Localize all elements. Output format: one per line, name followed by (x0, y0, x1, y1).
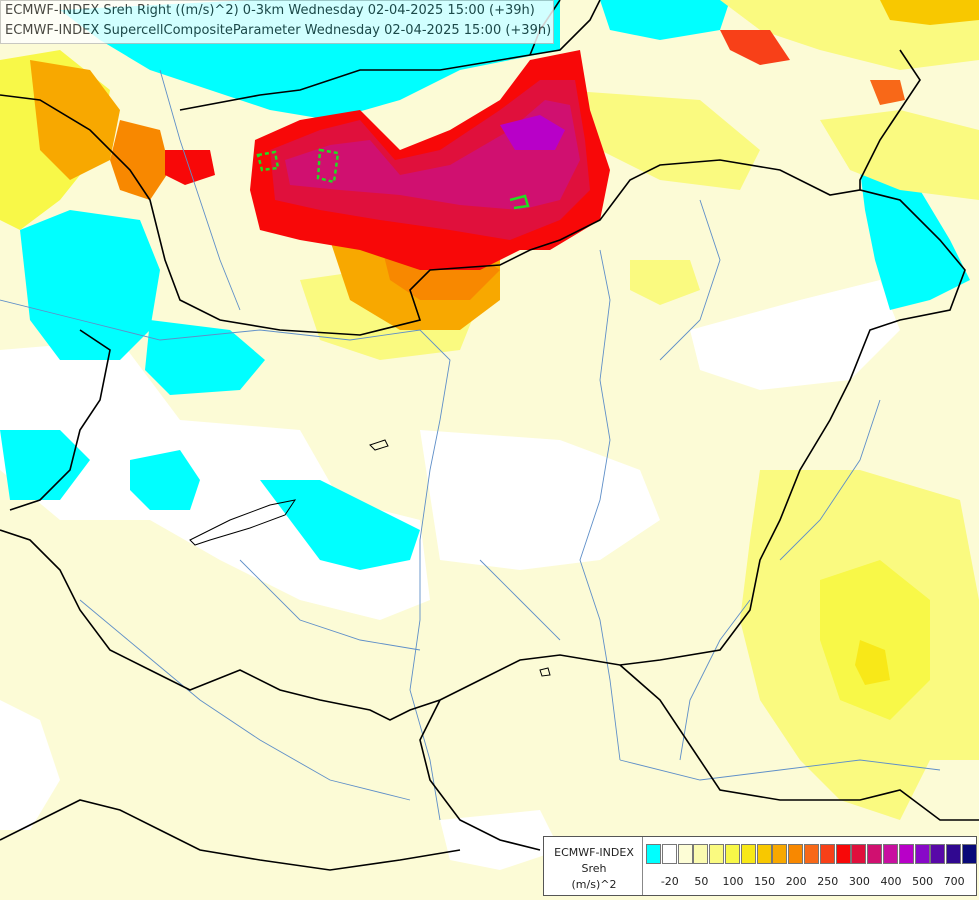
legend-swatch (835, 844, 851, 864)
sreh-field (0, 0, 979, 870)
legend-swatch (772, 844, 788, 864)
legend-tick-label: 500 (912, 875, 934, 888)
legend-tick-label: 250 (817, 875, 839, 888)
legend-swatch (709, 844, 725, 864)
legend-swatch (946, 844, 962, 864)
legend-swatch (819, 844, 835, 864)
map-title-box: ECMWF-INDEX Sreh Right ((m/s)^2) 0-3km W… (0, 0, 554, 44)
legend-tick-label: 150 (754, 875, 776, 888)
legend-tick-label: 300 (848, 875, 870, 888)
country-borders (0, 0, 979, 871)
legend-swatch (756, 844, 772, 864)
legend-swatch (693, 844, 709, 864)
rivers (0, 69, 941, 821)
map-title-line-2: ECMWF-INDEX SupercellCompositeParameter … (5, 23, 552, 38)
map-title-line-1: ECMWF-INDEX Sreh Right ((m/s)^2) 0-3km W… (5, 3, 535, 18)
legend-unit-label: (m/s)^2 (571, 878, 617, 891)
legend-swatch (962, 844, 977, 864)
legend-swatch (677, 844, 693, 864)
lakes (189, 439, 551, 677)
legend-swatch (788, 844, 804, 864)
legend-swatch (804, 844, 819, 864)
legend-tick-label: 50 (694, 875, 709, 888)
legend-swatch (646, 844, 661, 864)
legend-swatch (930, 844, 946, 864)
legend-tick-label: -20 (660, 875, 679, 888)
legend-tick-label: 400 (880, 875, 902, 888)
legend-swatch (851, 844, 867, 864)
legend-swatch (740, 844, 756, 864)
legend-swatch (914, 844, 930, 864)
colorbar-legend: ECMWF-INDEX Sreh (m/s)^2 -20 50 100 150 200 2… (543, 836, 977, 896)
legend-source-label: ECMWF-INDEX (554, 846, 634, 859)
legend-swatch (661, 844, 677, 864)
legend-swatch (725, 844, 740, 864)
legend-swatch (898, 844, 914, 864)
legend-tick-label: 700 (943, 875, 965, 888)
legend-tick-label: 200 (785, 875, 807, 888)
legend-swatch (867, 844, 883, 864)
legend-tick-label: 100 (722, 875, 744, 888)
legend-param-label: Sreh (581, 862, 607, 875)
legend-swatch (883, 844, 898, 864)
legend-separator (642, 837, 643, 895)
